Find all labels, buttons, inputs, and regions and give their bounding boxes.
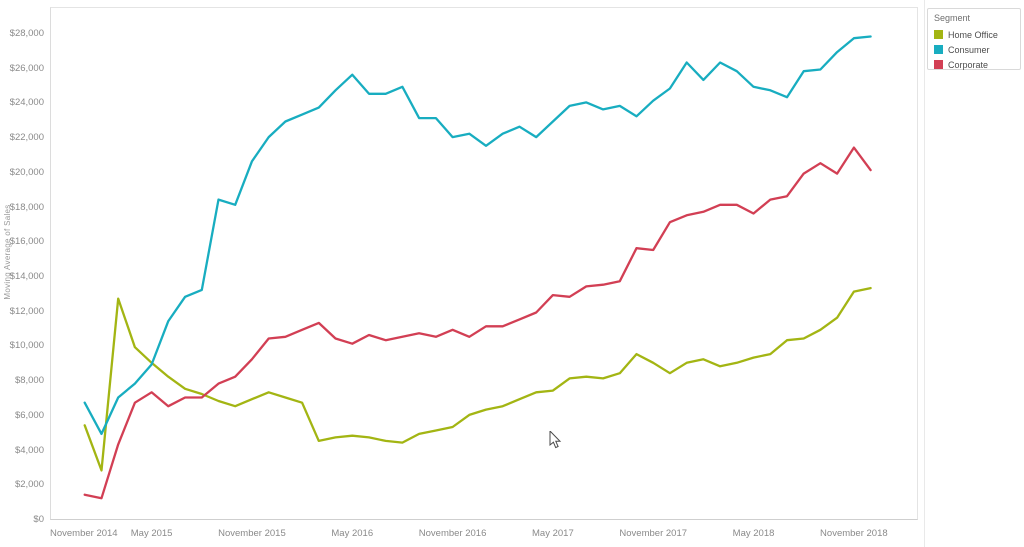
y-tick-label: $0 <box>33 514 44 525</box>
legend-item-home-office[interactable]: Home Office <box>934 27 1020 42</box>
y-tick-label: $26,000 <box>9 62 44 74</box>
y-tick-label: $8,000 <box>14 375 44 387</box>
y-tick-label: $20,000 <box>9 166 44 178</box>
y-axis-title: Moving Average of Sales <box>3 204 12 300</box>
y-tick-label: $16,000 <box>9 236 44 248</box>
y-tick-label: $22,000 <box>9 132 44 144</box>
y-tick-label: $12,000 <box>9 305 44 317</box>
legend-title: Segment <box>934 13 971 23</box>
legend-item-label: Consumer <box>948 44 990 55</box>
x-tick-label: November 2014 <box>50 528 118 539</box>
y-tick-label: $24,000 <box>9 97 44 109</box>
x-tick-label: November 2016 <box>418 528 487 539</box>
y-tick-label: $14,000 <box>9 271 44 282</box>
y-tick-label: $10,000 <box>9 340 44 352</box>
legend-panel-divider <box>924 0 925 547</box>
x-tick-label: November 2017 <box>619 528 688 539</box>
y-tick-label: $4,000 <box>14 444 44 456</box>
legend-item-label: Home Office <box>948 29 998 40</box>
y-tick-label: $2,000 <box>14 479 44 491</box>
y-tick-label: $6,000 <box>14 409 44 421</box>
plot-area[interactable] <box>50 7 918 520</box>
x-tick-label: May 2018 <box>732 528 775 539</box>
legend-swatch-icon <box>934 30 943 39</box>
x-tick-label: May 2016 <box>331 528 374 539</box>
legend-item-corporate[interactable]: Corporate <box>934 57 1020 72</box>
y-tick-label: $28,000 <box>9 28 44 39</box>
legend-item-label: Corporate <box>948 59 989 70</box>
legend-item-consumer[interactable]: Consumer <box>934 42 1020 57</box>
x-tick-label: November 2015 <box>218 528 286 539</box>
x-tick-label: November 2018 <box>820 528 888 539</box>
y-tick-label: $18,000 <box>9 201 44 213</box>
x-tick-label: May 2015 <box>130 528 173 539</box>
legend-swatch-icon <box>934 45 943 54</box>
segment-legend: Segment Home Office Consumer Corporate <box>927 8 1021 70</box>
x-tick-label: May 2017 <box>532 528 574 539</box>
legend-swatch-icon <box>934 60 943 69</box>
